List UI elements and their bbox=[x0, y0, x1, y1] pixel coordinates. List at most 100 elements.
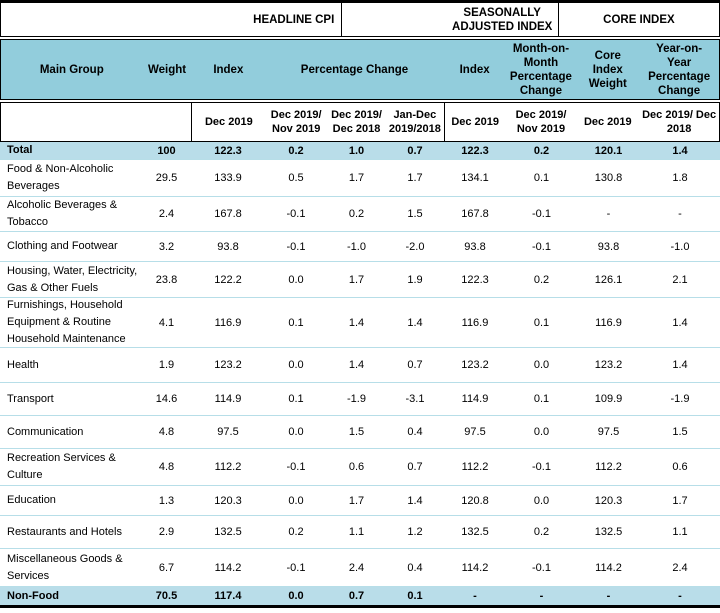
column-header-row: Main Group Weight Index Percentage Chang… bbox=[0, 40, 720, 99]
sa-index-cell: 114.2 bbox=[461, 561, 489, 574]
weight-cell: 1.3 bbox=[158, 494, 175, 507]
core-index-cell: 123.2 bbox=[594, 359, 623, 371]
sa-index-cell: 116.9 bbox=[461, 316, 489, 329]
period-header-sa-index: Dec 2019 bbox=[443, 103, 506, 141]
mom-change-cell: 0.2 bbox=[288, 526, 304, 538]
core-index-cell: 93.8 bbox=[597, 240, 620, 253]
core-index-cell: - bbox=[606, 590, 611, 602]
index-cell: 122.3 bbox=[214, 144, 242, 157]
jan-dec-change-cell: 0.4 bbox=[407, 426, 423, 438]
core-yoy-change-cell: 1.1 bbox=[672, 526, 688, 538]
sa-index-cell: 132.5 bbox=[461, 526, 489, 538]
core-index-cell: 120.1 bbox=[594, 144, 623, 157]
mom-change-cell: 0.1 bbox=[288, 393, 304, 405]
core-yoy-change-cell: 2.4 bbox=[672, 561, 688, 574]
sa-mom-change-cell: 0.1 bbox=[533, 393, 550, 405]
table-row: Non-Food 70.5 117.4 0.0 0.7 0.1 - - - - bbox=[0, 587, 720, 605]
core-yoy-change-cell: 2.1 bbox=[672, 273, 688, 286]
mom-change-cell: 0.1 bbox=[288, 316, 304, 329]
mom-change-cell: -0.1 bbox=[286, 461, 306, 473]
table-row: Communication 4.8 97.5 0.0 1.5 0.4 97.5 … bbox=[0, 416, 720, 449]
yoy-change-cell: 0.7 bbox=[348, 590, 365, 602]
table-row: Recreation Services & Culture 4.8 112.2 … bbox=[0, 449, 720, 486]
sa-mom-change-cell: 0.2 bbox=[533, 526, 550, 538]
index-cell: 93.8 bbox=[217, 240, 239, 253]
core-index-cell: 126.1 bbox=[594, 273, 623, 286]
jan-dec-change-cell: 1.4 bbox=[407, 494, 423, 507]
column-header-main-group: Main Group bbox=[39, 63, 104, 76]
sa-mom-change-cell: -0.1 bbox=[532, 561, 551, 574]
weight-cell: 2.9 bbox=[158, 526, 175, 538]
index-cell: 114.2 bbox=[214, 561, 242, 574]
core-yoy-change-cell: - bbox=[678, 208, 682, 220]
period-header-row: Dec 2019 Dec 2019/ Nov 2019 Dec 2019/ De… bbox=[0, 103, 720, 142]
yoy-change-cell: 0.2 bbox=[348, 208, 365, 220]
yoy-change-cell: 1.7 bbox=[348, 172, 365, 184]
jan-dec-change-cell: 1.9 bbox=[407, 273, 423, 286]
weight-cell: 70.5 bbox=[155, 590, 178, 602]
core-index-cell: 120.3 bbox=[594, 494, 623, 507]
jan-dec-change-cell: 1.7 bbox=[407, 172, 423, 184]
core-yoy-change-cell: 1.4 bbox=[672, 144, 688, 157]
yoy-change-cell: 1.7 bbox=[348, 494, 365, 507]
jan-dec-change-cell: 0.7 bbox=[407, 461, 423, 473]
jan-dec-change-cell: 1.5 bbox=[407, 208, 423, 220]
group-header-core-label: CORE INDEX bbox=[603, 13, 675, 26]
group-header-row: HEADLINE CPI SEASONALLY ADJUSTED INDEX C… bbox=[0, 3, 720, 36]
sa-mom-change-cell: 0.0 bbox=[533, 494, 550, 507]
weight-cell: 23.8 bbox=[155, 273, 178, 286]
core-index-cell: 112.2 bbox=[595, 461, 622, 473]
table-row: Transport 14.6 114.9 0.1 -1.9 -3.1 114.9… bbox=[0, 383, 720, 416]
table-row: Clothing and Footwear 3.2 93.8 -0.1 -1.0… bbox=[0, 232, 720, 262]
period-header-empty bbox=[143, 103, 192, 141]
main-group-cell: Recreation Services & Culture bbox=[7, 452, 116, 481]
group-header-seasonally-adjusted-label: SEASONALLY ADJUSTED INDEX bbox=[452, 6, 553, 33]
yoy-change-cell: 1.5 bbox=[348, 426, 365, 438]
sa-mom-change-cell: -0.1 bbox=[532, 461, 551, 473]
core-index-cell: 116.9 bbox=[595, 316, 622, 329]
double-border-divider bbox=[0, 36, 720, 40]
core-yoy-change-cell: 1.4 bbox=[672, 359, 688, 371]
table-row: Food & Non-Alcoholic Beverages 29.5 133.… bbox=[0, 160, 720, 197]
sa-mom-change-cell: 0.1 bbox=[533, 316, 550, 329]
weight-cell: 14.6 bbox=[155, 393, 178, 405]
yoy-change-cell: 1.0 bbox=[348, 144, 365, 157]
column-header-index: Index bbox=[213, 63, 244, 76]
sa-mom-change-cell: 0.0 bbox=[533, 359, 550, 371]
jan-dec-change-cell: 1.2 bbox=[407, 526, 423, 538]
sa-index-cell: 167.8 bbox=[461, 208, 489, 220]
yoy-change-cell: 1.4 bbox=[348, 316, 365, 329]
yoy-change-cell: 2.4 bbox=[348, 561, 365, 574]
main-group-cell: Alcoholic Beverages & Tobacco bbox=[7, 199, 118, 228]
core-yoy-change-cell: -1.9 bbox=[670, 393, 690, 405]
sa-index-cell: 97.5 bbox=[464, 426, 486, 438]
yoy-change-cell: 1.1 bbox=[348, 526, 365, 538]
main-group-cell: Health bbox=[7, 358, 39, 371]
sa-mom-change-cell: -0.1 bbox=[532, 240, 551, 253]
jan-dec-change-cell: 0.4 bbox=[407, 561, 423, 574]
weight-cell: 4.1 bbox=[158, 316, 175, 329]
index-cell: 97.5 bbox=[217, 426, 239, 438]
period-header-jan-dec: Jan-Dec 2019/2018 bbox=[388, 109, 441, 135]
table-row: Housing, Water, Electricity, Gas & Other… bbox=[0, 262, 720, 298]
weight-cell: 2.4 bbox=[158, 208, 175, 220]
table-row: Total 100 122.3 0.2 1.0 0.7 122.3 0.2 12… bbox=[0, 142, 720, 160]
sa-mom-change-cell: 0.1 bbox=[533, 172, 550, 184]
core-yoy-change-cell: - bbox=[678, 590, 682, 602]
weight-cell: 4.8 bbox=[158, 426, 175, 438]
main-group-cell: Food & Non-Alcoholic Beverages bbox=[7, 163, 114, 192]
main-group-cell: Transport bbox=[7, 392, 54, 405]
column-header-core-yoy: Year-on-Year Percentage Change bbox=[648, 42, 711, 97]
jan-dec-change-cell: -2.0 bbox=[405, 240, 425, 253]
core-index-cell: 130.8 bbox=[594, 172, 623, 184]
main-group-cell: Communication bbox=[7, 425, 84, 438]
core-index-cell: 114.2 bbox=[595, 561, 622, 574]
main-group-cell: Housing, Water, Electricity, Gas & Other… bbox=[7, 264, 138, 294]
main-group-cell: Miscellaneous Goods & Services bbox=[7, 552, 123, 582]
index-cell: 114.9 bbox=[214, 393, 242, 405]
sa-mom-change-cell: - bbox=[539, 590, 544, 602]
sa-index-cell: 123.2 bbox=[461, 359, 489, 371]
sa-index-cell: - bbox=[473, 590, 477, 602]
core-yoy-change-cell: 1.8 bbox=[672, 172, 688, 184]
